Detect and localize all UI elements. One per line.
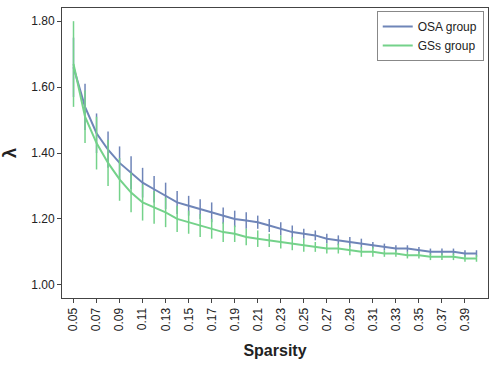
svg-text:0.17: 0.17 [205,307,219,331]
svg-text:0.11: 0.11 [135,307,149,330]
svg-text:0.35: 0.35 [412,307,426,331]
svg-text:1.00: 1.00 [31,278,55,292]
svg-text:1.80: 1.80 [31,14,55,28]
svg-text:0.23: 0.23 [274,307,288,331]
svg-text:OSA group: OSA group [418,20,477,34]
svg-text:0.37: 0.37 [435,307,449,331]
svg-text:0.13: 0.13 [159,307,173,331]
svg-text:1.40: 1.40 [31,146,55,160]
svg-text:0.31: 0.31 [366,307,380,331]
svg-text:0.39: 0.39 [458,307,472,331]
svg-text:Sparsity: Sparsity [243,342,306,359]
svg-text:0.27: 0.27 [320,307,334,331]
svg-text:GSs group: GSs group [418,39,476,53]
svg-text:0.09: 0.09 [112,307,126,331]
svg-text:0.19: 0.19 [228,307,242,331]
svg-text:0.07: 0.07 [89,307,103,331]
svg-text:1.20: 1.20 [31,212,55,226]
svg-text:0.05: 0.05 [66,307,80,331]
svg-text:0.25: 0.25 [297,307,311,331]
svg-text:0.29: 0.29 [343,307,357,331]
svg-text:0.21: 0.21 [251,307,265,331]
svg-text:1.60: 1.60 [31,80,55,94]
svg-text:0.15: 0.15 [182,307,196,331]
svg-text:0.33: 0.33 [389,307,403,331]
svg-text:λ: λ [0,148,20,158]
